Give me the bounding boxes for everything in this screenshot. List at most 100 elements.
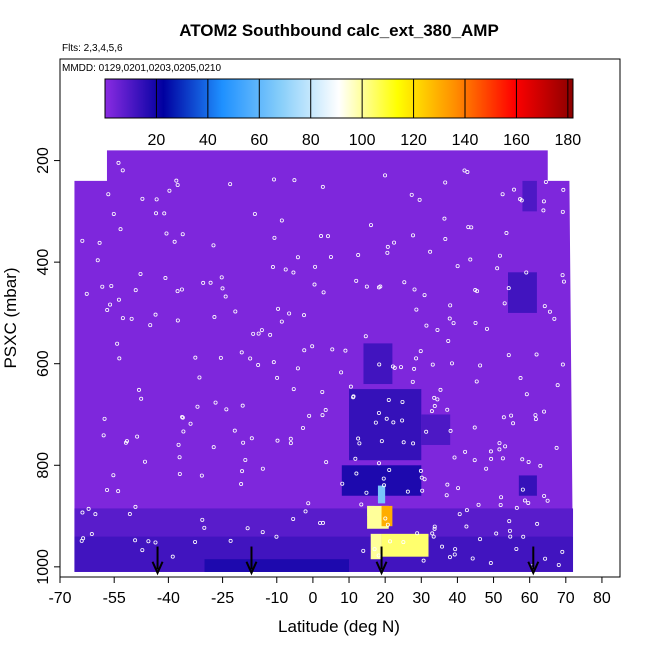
sample-point <box>462 168 467 173</box>
sample-point <box>356 436 361 441</box>
sample-point <box>291 387 296 392</box>
sample-point <box>400 418 405 423</box>
sample-point <box>435 397 440 402</box>
heatmap-cell <box>377 485 386 504</box>
y-tick-label: 600 <box>35 350 52 377</box>
sample-point <box>259 328 264 333</box>
sample-point <box>318 520 323 525</box>
sample-point <box>381 476 386 481</box>
colorbar-tick-label: 100 <box>349 132 376 149</box>
sample-point <box>543 179 548 184</box>
sample-point <box>473 321 478 326</box>
sample-point <box>312 282 317 287</box>
sample-point <box>500 192 505 197</box>
sample-point <box>435 327 440 332</box>
x-tick-label: 60 <box>521 590 539 607</box>
sample-point <box>220 286 225 291</box>
sample-point <box>239 482 244 487</box>
sample-point <box>514 546 519 551</box>
sample-point <box>228 182 233 187</box>
sample-point <box>455 264 460 269</box>
sample-point <box>392 240 397 245</box>
sample-point <box>383 173 388 178</box>
sample-point <box>116 160 121 165</box>
sample-point <box>378 284 383 289</box>
sample-point <box>431 534 436 539</box>
sample-point <box>172 239 177 244</box>
sample-point <box>500 456 505 461</box>
x-tick-label: -55 <box>103 590 126 607</box>
sample-point <box>448 428 453 433</box>
sample-point <box>279 218 284 223</box>
sample-point <box>401 440 406 445</box>
sample-point <box>499 495 504 500</box>
sample-point <box>324 460 329 465</box>
sample-point <box>488 449 493 454</box>
sample-point <box>228 538 233 543</box>
sample-point <box>511 421 516 426</box>
sample-point <box>465 170 470 175</box>
x-tick-label: -10 <box>265 590 288 607</box>
sample-point <box>302 313 307 318</box>
sample-point <box>129 316 134 321</box>
sample-point <box>323 408 328 413</box>
sample-point <box>211 445 216 450</box>
sample-point <box>109 283 114 288</box>
sample-point <box>248 356 253 361</box>
sample-point <box>100 284 105 289</box>
sample-point <box>212 315 217 320</box>
sample-point <box>534 352 539 357</box>
sample-point <box>409 192 414 197</box>
sample-point <box>200 517 205 522</box>
sample-point <box>422 293 427 298</box>
sample-point <box>101 433 106 438</box>
sample-point <box>432 395 437 400</box>
sample-point <box>260 530 265 535</box>
sample-point <box>520 457 525 462</box>
sample-point <box>351 394 356 399</box>
colorbar-tick-label: 160 <box>503 132 530 149</box>
sample-point <box>140 196 145 201</box>
sample-point <box>506 353 511 358</box>
sample-point <box>451 321 456 326</box>
y-tick-label: 400 <box>35 249 52 276</box>
sample-point <box>383 516 388 521</box>
sample-point <box>133 288 138 293</box>
sample-point <box>391 420 396 425</box>
sample-point <box>447 316 452 321</box>
sample-point <box>444 493 449 498</box>
sample-point <box>292 178 297 183</box>
sample-point <box>440 544 445 549</box>
sample-point <box>478 537 483 542</box>
sample-points <box>79 160 566 569</box>
sample-point <box>243 457 248 462</box>
sample-point <box>417 197 422 202</box>
sample-point <box>256 331 261 336</box>
sample-point <box>430 531 435 536</box>
sample-point <box>420 488 425 493</box>
sample-point <box>181 429 186 434</box>
colorbar <box>104 78 574 119</box>
sample-point <box>476 502 481 507</box>
sample-point <box>542 409 547 414</box>
sample-point <box>89 532 94 537</box>
sample-point <box>300 426 305 431</box>
sample-point <box>390 364 395 369</box>
sample-point <box>522 498 527 503</box>
sample-point <box>498 502 503 507</box>
sample-point <box>438 387 443 392</box>
sample-point <box>514 505 519 510</box>
x-tick-label: 10 <box>340 590 358 607</box>
x-tick-label: 50 <box>485 590 503 607</box>
sample-point <box>418 468 423 473</box>
sample-point <box>139 396 144 401</box>
sample-point <box>117 356 122 361</box>
sample-point <box>468 257 473 262</box>
colorbar-tick-label: 20 <box>148 132 166 149</box>
sample-point <box>526 500 531 505</box>
colorbar-tick-label: 120 <box>400 132 427 149</box>
flight-arrow-head <box>245 561 258 576</box>
sample-point <box>410 233 415 238</box>
sample-point <box>472 458 477 463</box>
sample-point <box>410 379 415 384</box>
